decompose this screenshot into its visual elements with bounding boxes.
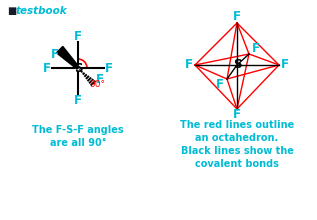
Text: F: F (51, 48, 59, 61)
Text: S: S (74, 62, 82, 75)
Text: 90°: 90° (89, 80, 105, 89)
Text: covalent bonds: covalent bonds (195, 159, 279, 169)
Text: F: F (233, 108, 241, 121)
Text: F: F (74, 31, 82, 44)
Text: are all 90°: are all 90° (50, 138, 106, 148)
Text: F: F (216, 79, 224, 92)
Text: an octahedron.: an octahedron. (195, 133, 279, 143)
Text: F: F (252, 42, 260, 55)
Text: The F-S-F angles: The F-S-F angles (32, 125, 124, 135)
Text: The red lines outline: The red lines outline (180, 120, 294, 130)
Text: S: S (233, 59, 241, 72)
Text: F: F (233, 11, 241, 24)
Text: F: F (43, 62, 51, 75)
Text: F: F (105, 62, 113, 75)
Polygon shape (56, 46, 79, 69)
Text: Black lines show the: Black lines show the (181, 146, 294, 156)
Text: F: F (96, 73, 104, 86)
Text: testbook: testbook (16, 6, 68, 16)
Text: ■: ■ (7, 6, 16, 16)
Text: F: F (185, 59, 193, 72)
Text: F: F (74, 94, 82, 106)
Text: F: F (281, 59, 289, 72)
